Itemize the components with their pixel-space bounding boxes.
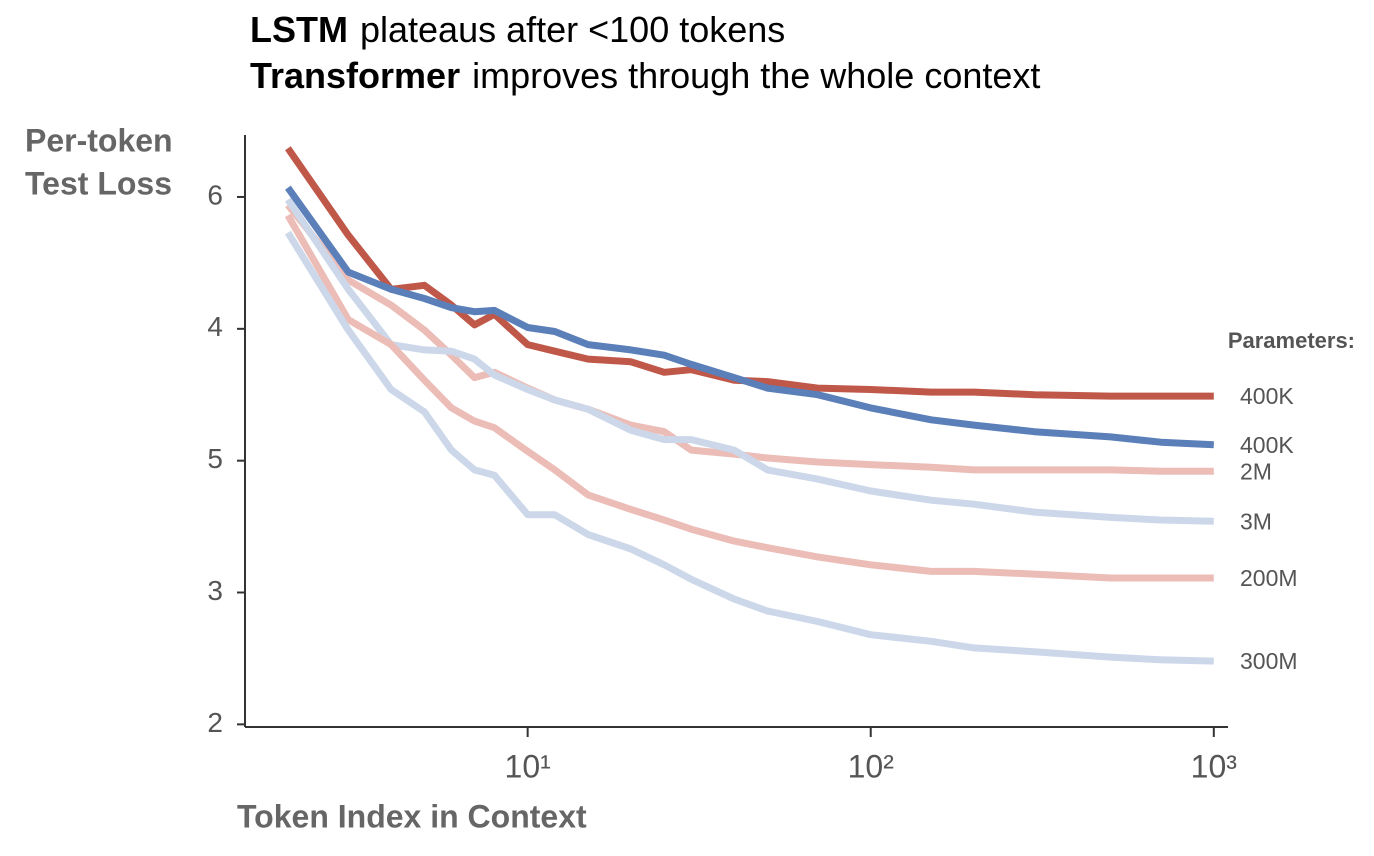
- title-text: improves through the whole context: [472, 55, 1040, 96]
- series-label: 200M: [1240, 565, 1298, 591]
- series-label: 300M: [1240, 648, 1298, 674]
- series-line: [284, 197, 1214, 525]
- series-label: 2M: [1240, 458, 1272, 484]
- series-label: 400K: [1240, 432, 1294, 458]
- y-tick-label: 4: [207, 311, 223, 342]
- series-line: [284, 230, 1214, 665]
- title-bold: LSTM: [250, 9, 348, 50]
- y-axis-title: Test Loss: [25, 165, 172, 201]
- y-tick-label: 2: [207, 707, 223, 738]
- x-axis-title: Token Index in Context: [237, 798, 587, 834]
- chart-title: Transformer improves through the whole co…: [250, 55, 1040, 96]
- series-line: [285, 202, 1214, 475]
- series-line: [285, 185, 1214, 449]
- series-line: [284, 213, 1214, 582]
- chart-title: LSTM plateaus after <100 tokens: [250, 9, 785, 50]
- x-tick-label: 10³: [1191, 748, 1238, 784]
- y-tick-label: 6: [207, 179, 223, 210]
- title-text: plateaus after <100 tokens: [360, 9, 785, 50]
- x-tick-label: 10²: [848, 748, 895, 784]
- series-label: 400K: [1240, 383, 1294, 409]
- series-label: 3M: [1240, 508, 1272, 534]
- y-axis-title: Per-token: [25, 122, 173, 158]
- title-bold: Transformer: [250, 55, 460, 96]
- legend-title: Parameters:: [1228, 328, 1355, 353]
- x-tick-label: 10¹: [505, 748, 551, 784]
- series-line: [285, 146, 1214, 400]
- y-tick-label: 5: [207, 443, 223, 474]
- y-tick-label: 3: [207, 575, 223, 606]
